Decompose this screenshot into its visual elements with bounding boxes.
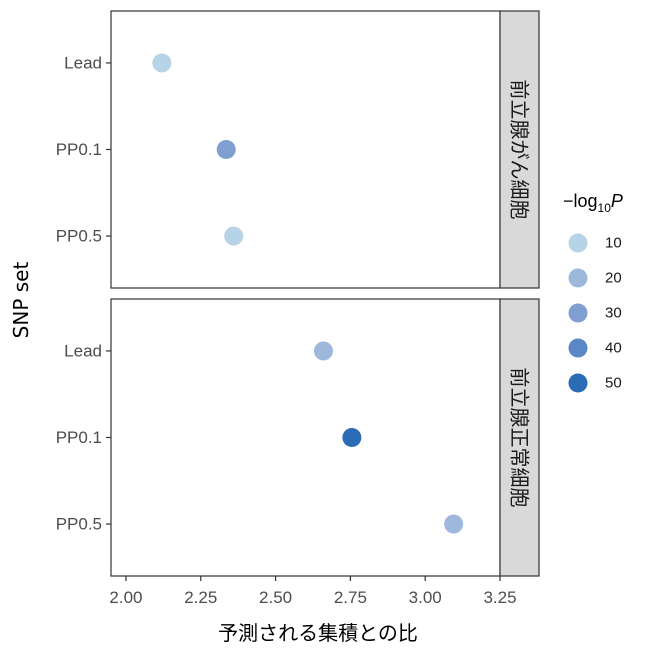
legend-title-prefix: −log <box>563 191 598 211</box>
y-tick-label: Lead <box>64 341 102 360</box>
x-tick-label: 2.75 <box>334 588 367 607</box>
facet-strip-label: 前立腺正常細胞 <box>508 368 532 508</box>
legend-key <box>568 338 588 358</box>
x-tick-label: 2.50 <box>259 588 292 607</box>
x-axis: 2.00 2.25 2.50 2.75 3.00 3.25 <box>109 576 517 607</box>
data-point <box>313 341 333 361</box>
x-tick-label: 2.25 <box>184 588 217 607</box>
data-point <box>216 140 236 159</box>
facet-strip <box>499 298 540 577</box>
legend-label: 40 <box>605 340 622 357</box>
panel-1: 前立腺がん細胞 Lead PP0.1 PP0.5 <box>56 10 540 289</box>
y-tick-label: PP0.1 <box>56 140 102 159</box>
panels-layer: 前立腺がん細胞 Lead PP0.1 PP0.5 前立腺正常細胞 Lead PP0.1 PP0… <box>56 10 540 577</box>
legend-label: 10 <box>605 235 622 252</box>
data-point <box>342 428 362 447</box>
legend-label: 30 <box>605 305 622 322</box>
x-axis-title: 予測される集積との比 <box>218 621 418 645</box>
x-tick-label: 3.00 <box>409 588 442 607</box>
y-tick-label: PP0.5 <box>56 515 102 534</box>
panel-2: 前立腺正常細胞 Lead PP0.1 PP0.5 <box>56 298 540 577</box>
legend-key <box>568 373 588 393</box>
y-tick-label: PP0.1 <box>56 428 102 447</box>
legend-title-variable: P <box>611 191 623 211</box>
legend-label: 50 <box>605 375 622 392</box>
legend-title: −log10P <box>563 191 623 215</box>
legend-key <box>568 233 588 253</box>
y-tick-label: Lead <box>64 53 102 72</box>
facet-strip <box>499 10 540 289</box>
data-point <box>152 53 172 73</box>
y-axis-title: SNP set <box>9 262 33 339</box>
x-tick-label: 3.25 <box>483 588 516 607</box>
facet-strip-label: 前立腺がん細胞 <box>508 80 532 220</box>
data-point <box>444 514 464 534</box>
panel-border <box>110 10 501 289</box>
panel-border <box>110 298 501 577</box>
legend-key <box>568 268 588 288</box>
x-tick-label: 2.00 <box>109 588 142 607</box>
legend-label: 20 <box>605 270 622 287</box>
y-tick-label: PP0.5 <box>56 227 102 246</box>
data-point <box>224 226 244 246</box>
legend-key <box>568 303 588 323</box>
legend-title-subscript: 10 <box>598 201 612 215</box>
